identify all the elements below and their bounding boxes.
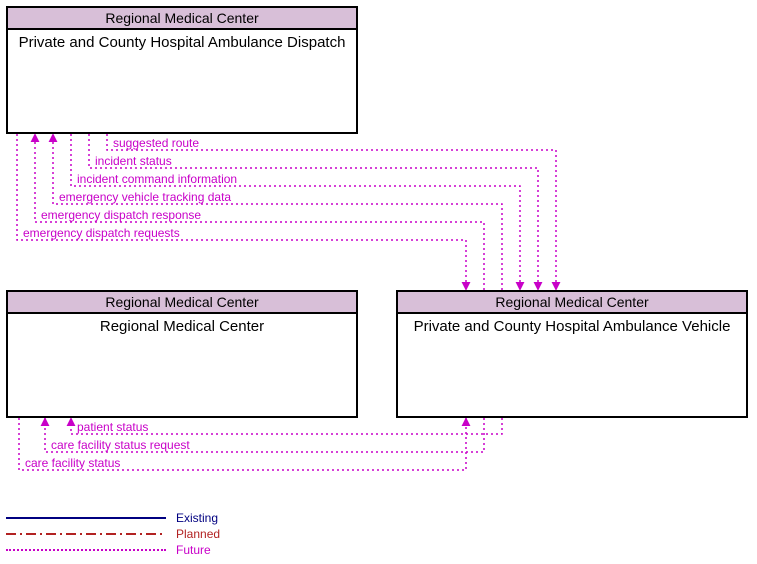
flow-label: patient status: [77, 420, 148, 434]
legend-label-existing: Existing: [176, 511, 218, 525]
node-rmc: Regional Medical Center Regional Medical…: [6, 290, 358, 418]
flow-label: incident command information: [77, 172, 237, 186]
legend-row-planned: Planned: [6, 526, 220, 542]
legend-line-planned: [6, 533, 166, 535]
node-rmc-header: Regional Medical Center: [8, 292, 356, 314]
node-vehicle-body: Private and County Hospital Ambulance Ve…: [398, 314, 746, 340]
flow-label: emergency dispatch requests: [23, 226, 180, 240]
legend-label-planned: Planned: [176, 527, 220, 541]
legend-label-future: Future: [176, 543, 211, 557]
flow-label: suggested route: [113, 136, 199, 150]
node-vehicle: Regional Medical Center Private and Coun…: [396, 290, 748, 418]
legend-line-existing: [6, 517, 166, 519]
flow-label: emergency vehicle tracking data: [59, 190, 231, 204]
legend-row-existing: Existing: [6, 510, 220, 526]
flow-label: incident status: [95, 154, 172, 168]
node-rmc-body: Regional Medical Center: [8, 314, 356, 340]
node-dispatch: Regional Medical Center Private and Coun…: [6, 6, 358, 134]
node-vehicle-header: Regional Medical Center: [398, 292, 746, 314]
legend-line-future: [6, 549, 166, 551]
node-dispatch-header: Regional Medical Center: [8, 8, 356, 30]
node-dispatch-body: Private and County Hospital Ambulance Di…: [8, 30, 356, 56]
flow-label: care facility status: [25, 456, 120, 470]
flow-label: emergency dispatch response: [41, 208, 201, 222]
legend: Existing Planned Future: [6, 510, 220, 558]
flow-label: care facility status request: [51, 438, 190, 452]
legend-row-future: Future: [6, 542, 220, 558]
